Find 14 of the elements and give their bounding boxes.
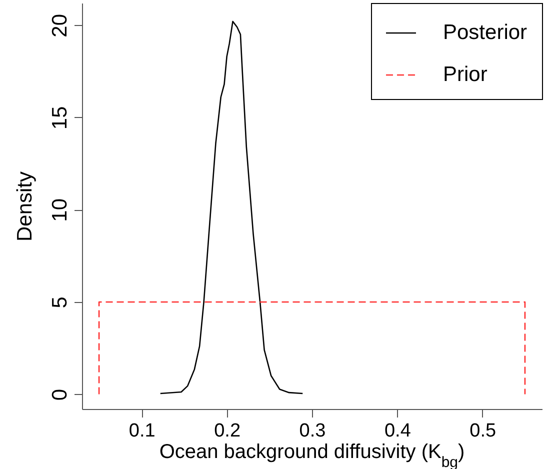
x-tick-label: 0.3: [299, 420, 326, 442]
y-axis-title: Density: [14, 170, 36, 242]
y-tick-label: 20: [48, 14, 72, 38]
y-tick-label: 10: [48, 198, 72, 222]
y-tick-label: 0: [48, 388, 72, 401]
line-series: [160, 20, 304, 394]
y-tick-label: 15: [48, 106, 72, 130]
x-tick-label: 0.1: [128, 420, 156, 442]
x-tick-label: 0.4: [384, 420, 412, 442]
y-tick-label: 5: [48, 296, 72, 308]
x-tick-label: 0.2: [214, 420, 241, 442]
legend-label: Prior: [443, 63, 488, 86]
x-tick-label: 0.5: [470, 420, 496, 442]
legend-label: Posterior: [443, 21, 528, 44]
